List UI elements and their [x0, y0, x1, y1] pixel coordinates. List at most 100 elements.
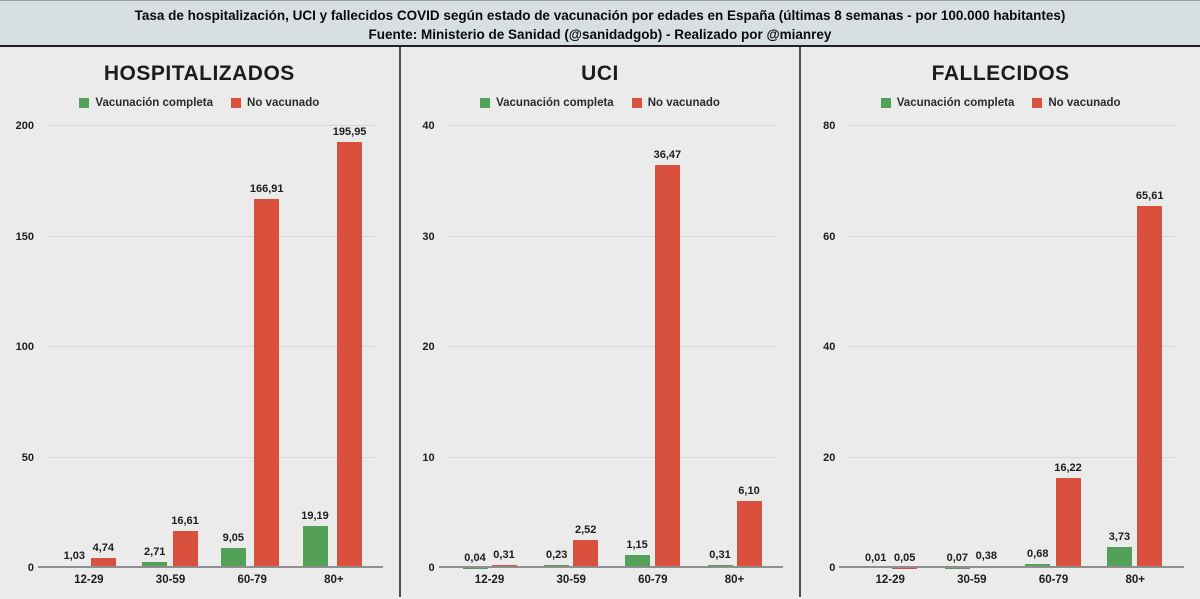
gridline: [48, 456, 375, 458]
bar-value-label: 36,47: [653, 149, 682, 162]
gridline: [48, 125, 375, 126]
x-tick-label: 12-29: [474, 574, 505, 586]
green-swatch-icon: [79, 97, 90, 108]
bar-value-label: 2,71: [144, 546, 166, 559]
bar-vacunacion-completa: [1106, 547, 1132, 568]
bar-value-label: 0,38: [975, 549, 998, 562]
bar-vacunacion-completa: [142, 562, 168, 568]
y-tick-label: 40: [823, 341, 836, 353]
x-tick-label: 12-29: [74, 574, 104, 586]
bar-value-label: 65,61: [1135, 189, 1164, 202]
bar-value-label: 0,07: [946, 551, 969, 564]
x-tick-label: 30-59: [155, 574, 186, 586]
legend-label: No vacunado: [647, 96, 720, 109]
bar-column: 0,07: [944, 126, 970, 568]
bar-value-label: 1,15: [626, 539, 648, 552]
bar-group-80+: 3,73 65,61: [1094, 126, 1176, 568]
bar-value-label: 2,52: [574, 524, 597, 537]
bar-no-vacunado: [337, 142, 363, 568]
legend-label: No vacunado: [1048, 96, 1121, 109]
bar-column: 6,10: [736, 126, 762, 568]
x-axis-labels: 12-29 30-59 60-79 80+: [48, 574, 375, 586]
charts-container: HOSPITALIZADOS Vacunación completa No va…: [0, 47, 1200, 597]
page-subtitle: Fuente: Ministerio de Sanidad (@sanidadg…: [368, 27, 832, 42]
bar-column: 2,71: [142, 126, 168, 568]
bar-value-label: 0,05: [893, 551, 916, 564]
gridline: [448, 456, 776, 458]
bar-column: 166,91: [250, 126, 284, 568]
y-tick-label: 80: [823, 120, 836, 132]
gridline: [849, 125, 1177, 126]
bar-column: 0,31: [707, 126, 733, 568]
y-tick-label: 40: [422, 120, 435, 132]
bar-value-label: 9,05: [222, 532, 245, 544]
y-tick-label: 50: [21, 451, 34, 464]
bar-group-12-29: 0,01 0,05: [849, 126, 931, 568]
bar-no-vacunado: [573, 540, 599, 568]
x-tick-label: 80+: [1125, 574, 1145, 586]
legend-item-vacunacion-completa: Vacunación completa: [79, 97, 213, 109]
bar-column: 16,61: [171, 126, 199, 568]
legend-label: Vacunación completa: [496, 96, 614, 109]
green-swatch-icon: [480, 97, 491, 108]
gridline: [448, 235, 776, 237]
red-swatch-icon: [631, 97, 642, 108]
bar-column: 0,05: [892, 126, 918, 568]
bar-column: 0,38: [973, 126, 999, 568]
bar-vacunacion-completa: [302, 525, 328, 568]
bar-no-vacunado: [1055, 478, 1081, 568]
x-axis-labels: 12-29 30-59 60-79 80+: [849, 574, 1176, 586]
x-axis-labels: 12-29 30-59 60-79 80+: [449, 574, 776, 586]
y-tick-label: 100: [15, 341, 34, 353]
legend: Vacunación completa No vacunado: [801, 95, 1200, 110]
bar-column: 0,04: [462, 126, 488, 568]
bar-value-label: 0,23: [545, 549, 568, 562]
gridline: [849, 235, 1177, 237]
legend-item-vacunacion-completa: Vacunación completa: [880, 96, 1015, 109]
page-title: Tasa de hospitalización, UCI y fallecido…: [134, 8, 1066, 23]
x-tick-label: 60-79: [237, 574, 267, 586]
bar-group-80+: 19,19 195,95: [293, 126, 375, 568]
bar-group-30-59: 0,07 0,38: [931, 126, 1013, 568]
plot-area: 1,03 4,74 2,71 16,61 9,05 166,91 19,19 195,95 0…: [16, 120, 383, 574]
legend-item-no-vacunado: No vacunado: [1032, 96, 1121, 109]
bar-column: 19,19: [301, 126, 329, 568]
y-tick-label: 0: [428, 562, 435, 574]
x-tick-label: 60-79: [638, 574, 668, 586]
bar-value-label: 0,31: [709, 548, 731, 561]
gridline: [48, 235, 375, 237]
bar-group-60-79: 9,05 166,91: [211, 126, 293, 568]
bar-group-12-29: 0,04 0,31: [449, 126, 531, 568]
bar-vacunacion-completa: [624, 555, 650, 568]
bar-value-label: 0,01: [864, 551, 887, 564]
bar-value-label: 0,04: [464, 551, 486, 564]
bar-value-label: 16,61: [171, 515, 199, 528]
y-tick-label: 200: [15, 120, 34, 132]
legend-item-no-vacunado: No vacunado: [631, 96, 720, 109]
legend-label: Vacunación completa: [896, 96, 1015, 109]
gridline: [448, 346, 776, 347]
bar-column: 0,68: [1025, 126, 1051, 568]
red-swatch-icon: [231, 97, 242, 108]
bar-value-label: 4,74: [92, 541, 115, 554]
x-tick-label: 80+: [324, 574, 344, 586]
bar-group-30-59: 2,71 16,61: [130, 126, 212, 568]
bar-column: 2,52: [573, 126, 599, 568]
bar-value-label: 6,10: [738, 484, 760, 497]
gridline: [849, 456, 1177, 458]
bar-column: 65,61: [1135, 126, 1164, 568]
red-swatch-icon: [1032, 97, 1043, 108]
y-tick-label: 150: [15, 230, 34, 243]
bar-column: 3,73: [1106, 126, 1132, 568]
panel-fallecidos: FALLECIDOS Vacunación completa No vacuna…: [799, 47, 1200, 597]
chart-title-uci: UCI: [581, 62, 619, 85]
x-tick-label: 30-59: [957, 574, 987, 586]
bar-vacunacion-completa: [220, 548, 246, 568]
bar-column: 0,31: [491, 126, 517, 568]
x-tick-label: 30-59: [556, 574, 586, 586]
plot-area: 0,01 0,05 0,07 0,38 0,68 16,22 3,73 65,61 0 20 40…: [823, 120, 1185, 574]
green-swatch-icon: [880, 97, 891, 108]
x-axis-baseline: [839, 566, 1185, 568]
bar-group-80+: 0,31 6,10: [694, 126, 776, 568]
chart-title-fallecidos: FALLECIDOS: [931, 62, 1070, 85]
